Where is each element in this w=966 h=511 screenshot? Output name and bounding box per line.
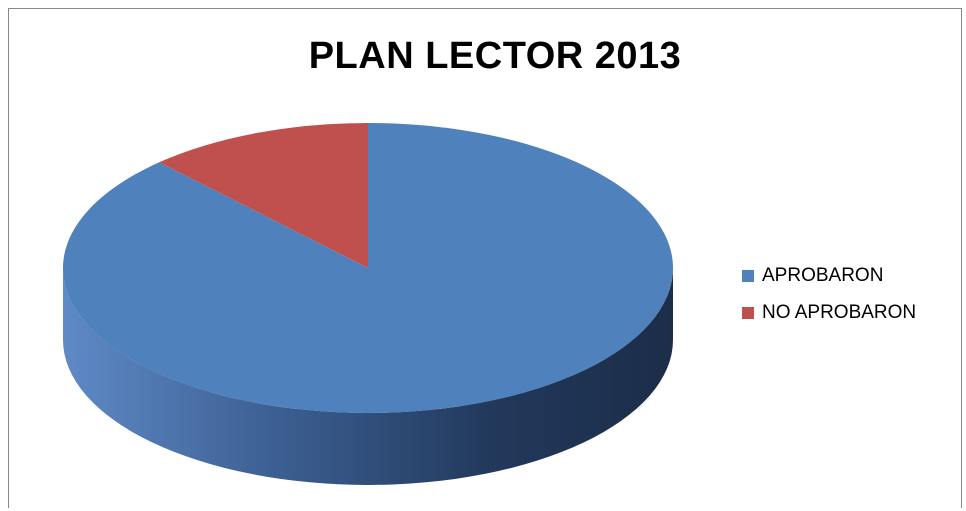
legend-swatch xyxy=(742,270,754,282)
legend-label: NO APROBARON xyxy=(762,302,917,323)
legend-item: APROBARON xyxy=(742,265,883,287)
pie-slice-no-aprobaron xyxy=(159,123,368,268)
legend-label: APROBARON xyxy=(762,265,884,286)
legend-swatch xyxy=(742,307,754,319)
chart-title: PLAN LECTOR 2013 xyxy=(308,35,682,77)
legend-item: NO APROBARON xyxy=(742,302,916,324)
pie-side-wall xyxy=(63,268,673,485)
